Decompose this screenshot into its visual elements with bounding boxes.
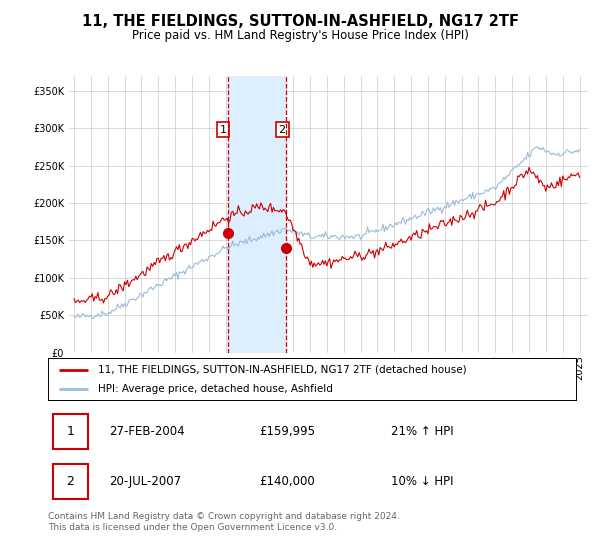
Text: 2: 2 — [67, 475, 74, 488]
Text: 1: 1 — [220, 124, 227, 134]
Text: 10% ↓ HPI: 10% ↓ HPI — [391, 475, 454, 488]
Text: 1: 1 — [67, 424, 74, 438]
Text: £140,000: £140,000 — [259, 475, 315, 488]
FancyBboxPatch shape — [53, 464, 88, 500]
Text: £159,995: £159,995 — [259, 424, 315, 438]
Text: HPI: Average price, detached house, Ashfield: HPI: Average price, detached house, Ashf… — [98, 384, 333, 394]
Text: 21% ↑ HPI: 21% ↑ HPI — [391, 424, 454, 438]
Text: 11, THE FIELDINGS, SUTTON-IN-ASHFIELD, NG17 2TF (detached house): 11, THE FIELDINGS, SUTTON-IN-ASHFIELD, N… — [98, 365, 467, 375]
Text: 2: 2 — [278, 124, 286, 134]
Text: 11, THE FIELDINGS, SUTTON-IN-ASHFIELD, NG17 2TF: 11, THE FIELDINGS, SUTTON-IN-ASHFIELD, N… — [82, 14, 518, 29]
Text: Price paid vs. HM Land Registry's House Price Index (HPI): Price paid vs. HM Land Registry's House … — [131, 29, 469, 42]
Text: 20-JUL-2007: 20-JUL-2007 — [109, 475, 181, 488]
Text: 27-FEB-2004: 27-FEB-2004 — [109, 424, 184, 438]
FancyBboxPatch shape — [53, 413, 88, 449]
Text: Contains HM Land Registry data © Crown copyright and database right 2024.
This d: Contains HM Land Registry data © Crown c… — [48, 512, 400, 532]
Bar — [228, 76, 286, 353]
